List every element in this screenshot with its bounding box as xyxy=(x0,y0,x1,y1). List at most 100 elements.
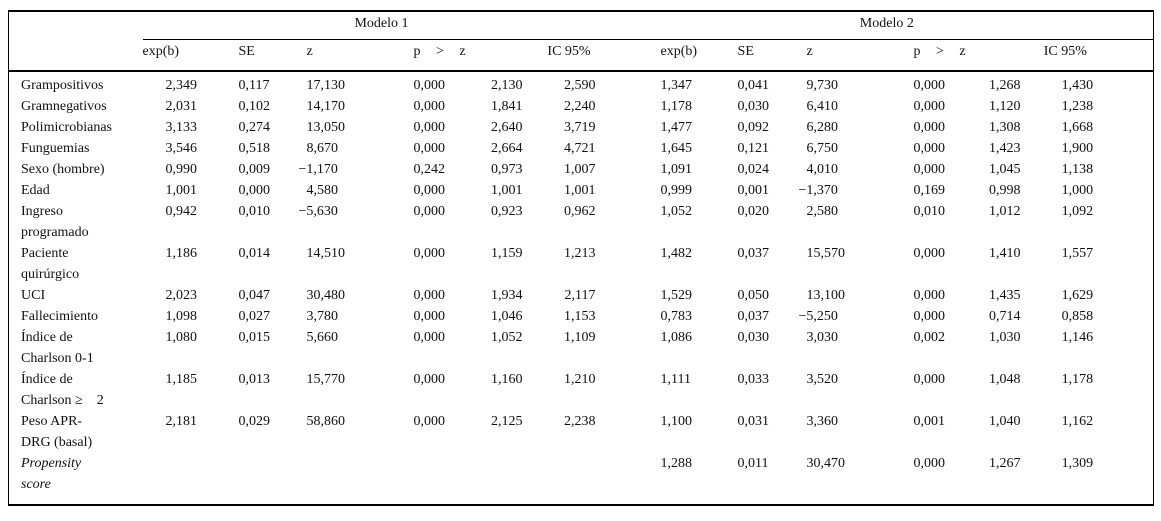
cell-m1-se: 0,518 xyxy=(238,141,271,156)
cell-m1-ic-high: 1,213 xyxy=(564,246,596,261)
cell-m1-expb: 1,001 xyxy=(165,183,198,198)
cell-m2-z: 6,280 xyxy=(806,120,839,135)
cell-m2-se: 0,031 xyxy=(737,414,770,429)
cell-m2-expb: 0,999 xyxy=(660,183,693,198)
cell-m1-expb: 2,031 xyxy=(165,99,198,114)
cell-m2-p: 0,169 xyxy=(913,183,946,198)
cell-m1-ic-high: 1,210 xyxy=(564,372,596,387)
cell-m1-z: 14,170 xyxy=(306,99,346,114)
cell-m2-ic-high: 0,858 xyxy=(1061,309,1094,324)
cell-m2-expb: 1,482 xyxy=(660,246,693,261)
table-row: Gramnegativos 2,031 0,102 14,170 0,000 1,841 2… xyxy=(9,96,1154,117)
cell-m2-z: 9,730 xyxy=(806,78,839,93)
cell-m2-z: 15,570 xyxy=(806,246,846,261)
cell-m1-se: 0,102 xyxy=(238,99,271,114)
cell-m1-z: 58,860 xyxy=(306,414,346,429)
cell-m1-z: −1,170 xyxy=(298,162,338,177)
cell-m1-se: 0,014 xyxy=(238,246,271,261)
cell-m2-ic-high: 1,162 xyxy=(1061,414,1094,429)
cell-m1-p: 0,000 xyxy=(413,330,446,345)
cell-m1-expb: 2,349 xyxy=(165,78,198,93)
column-header-row: exp(b) SE z p > z IC 95% exp(b) SE z p >… xyxy=(8,39,1154,72)
model1-header: Modelo 1 xyxy=(142,11,661,40)
cell-m1-se: 0,009 xyxy=(238,162,271,177)
cell-m1-se: 0,027 xyxy=(238,309,271,324)
cell-m2-expb: 0,783 xyxy=(660,309,693,324)
cell-m2-ic-low: 1,268 xyxy=(989,78,1021,93)
model2-header: Modelo 2 xyxy=(660,11,1154,40)
cell-m1-ic-low: 2,125 xyxy=(491,414,523,429)
cell-m1-ic-low: 2,664 xyxy=(491,141,523,156)
cell-m2-p: 0,000 xyxy=(913,120,946,135)
cell-m1-z: 30,480 xyxy=(306,288,346,303)
table-row: Grampositivos 2,349 0,117 17,130 0,000 2,130 2… xyxy=(9,71,1154,96)
table-row: Sexo (hombre) 0,990 0,009 −1,170 0,242 0,973 1… xyxy=(9,159,1154,180)
cell-m1-ic-low: 1,159 xyxy=(491,246,523,261)
cell-m1-ic-high: 2,117 xyxy=(564,288,596,303)
cell-m2-ic-low: 1,423 xyxy=(989,141,1021,156)
table-row: Índice de Charlson 0-1 1,080 0,015 5,660 0,0… xyxy=(9,327,1154,369)
cell-m1-se: 0,013 xyxy=(238,372,271,387)
cell-m1-ic-low: 1,841 xyxy=(491,99,523,114)
cell-m1-p: 0,000 xyxy=(413,288,446,303)
row-label: Ingreso programado xyxy=(21,204,89,240)
cell-m1-expb: 1,080 xyxy=(165,330,198,345)
cell-m2-p: 0,000 xyxy=(913,78,946,93)
cell-m2-ic-high: 1,092 xyxy=(1061,204,1094,219)
cell-m1-z: 8,670 xyxy=(306,141,339,156)
model-spanner-row: Modelo 1 Modelo 2 xyxy=(9,11,1154,40)
col-header-se-m2: SE xyxy=(737,39,807,72)
row-label: Paciente quirúrgico xyxy=(21,246,80,282)
cell-m2-p: 0,000 xyxy=(913,372,946,387)
row-label: Grampositivos xyxy=(21,78,104,93)
cell-m2-expb: 1,477 xyxy=(660,120,693,135)
col-header-ic-m1: IC 95% xyxy=(477,39,661,72)
cell-m1-ic-low: 1,052 xyxy=(491,330,523,345)
cell-m1-ic-low: 0,973 xyxy=(491,162,523,177)
cell-m2-ic-low: 0,998 xyxy=(989,183,1021,198)
col-header-p-m2: p > z xyxy=(913,39,978,72)
cell-m1-p: 0,000 xyxy=(413,246,446,261)
cell-m2-se: 0,020 xyxy=(737,204,770,219)
cell-m2-ic-low: 1,030 xyxy=(989,330,1021,345)
cell-m1-expb: 1,098 xyxy=(165,309,198,324)
cell-m2-ic-low: 0,714 xyxy=(989,309,1021,324)
cell-m2-p: 0,000 xyxy=(913,99,946,114)
cell-m2-ic-high: 1,629 xyxy=(1061,288,1094,303)
cell-m2-z: −5,250 xyxy=(798,309,838,324)
cell-m1-ic-high: 1,007 xyxy=(564,162,596,177)
cell-m2-se: 0,041 xyxy=(737,78,770,93)
cell-m2-ic-low: 1,048 xyxy=(989,372,1021,387)
cell-m1-se: 0,000 xyxy=(238,183,271,198)
col-header-z-m2: z xyxy=(806,39,914,72)
regression-table-container: Modelo 1 Modelo 2 exp(b) SE z p > z IC 9… xyxy=(8,10,1155,506)
cell-m1-p: 0,000 xyxy=(413,414,446,429)
cell-m1-z xyxy=(307,453,414,505)
cell-m2-expb: 1,100 xyxy=(660,414,693,429)
cell-m1-ic-low: 2,640 xyxy=(491,120,523,135)
cell-m2-se: 0,092 xyxy=(737,120,770,135)
cell-m2-p: 0,002 xyxy=(913,330,946,345)
table-row: Polimicrobianas 3,133 0,274 13,050 0,000 2,64… xyxy=(9,117,1154,138)
cell-m1-ic-high: 1,001 xyxy=(564,183,596,198)
cell-m2-ic-low: 1,435 xyxy=(989,288,1021,303)
cell-m1-ic-high xyxy=(523,453,661,505)
table-body: Grampositivos 2,349 0,117 17,130 0,000 2,130 2… xyxy=(9,71,1154,505)
col-header-se-m1: SE xyxy=(238,39,307,72)
cell-m2-se: 0,037 xyxy=(737,309,770,324)
cell-m2-ic-high: 1,178 xyxy=(1061,372,1094,387)
cell-m1-z: 15,770 xyxy=(306,372,346,387)
row-label: Gramnegativos xyxy=(21,99,107,114)
cell-m1-ic-low: 1,001 xyxy=(491,183,523,198)
cell-m1-se xyxy=(239,453,307,505)
cell-m1-expb: 2,023 xyxy=(165,288,198,303)
cell-m2-expb: 1,086 xyxy=(660,330,693,345)
cell-m1-expb: 1,185 xyxy=(165,372,198,387)
cell-m2-ic-high: 1,668 xyxy=(1061,120,1094,135)
cell-m1-p: 0,000 xyxy=(413,120,446,135)
cell-m2-ic-high: 1,000 xyxy=(1061,183,1094,198)
cell-m1-expb: 0,990 xyxy=(165,162,198,177)
cell-m1-p: 0,000 xyxy=(413,78,446,93)
cell-m1-p xyxy=(414,453,478,505)
table-row: Paciente quirúrgico 1,186 0,014 14,510 0,000… xyxy=(9,243,1154,285)
